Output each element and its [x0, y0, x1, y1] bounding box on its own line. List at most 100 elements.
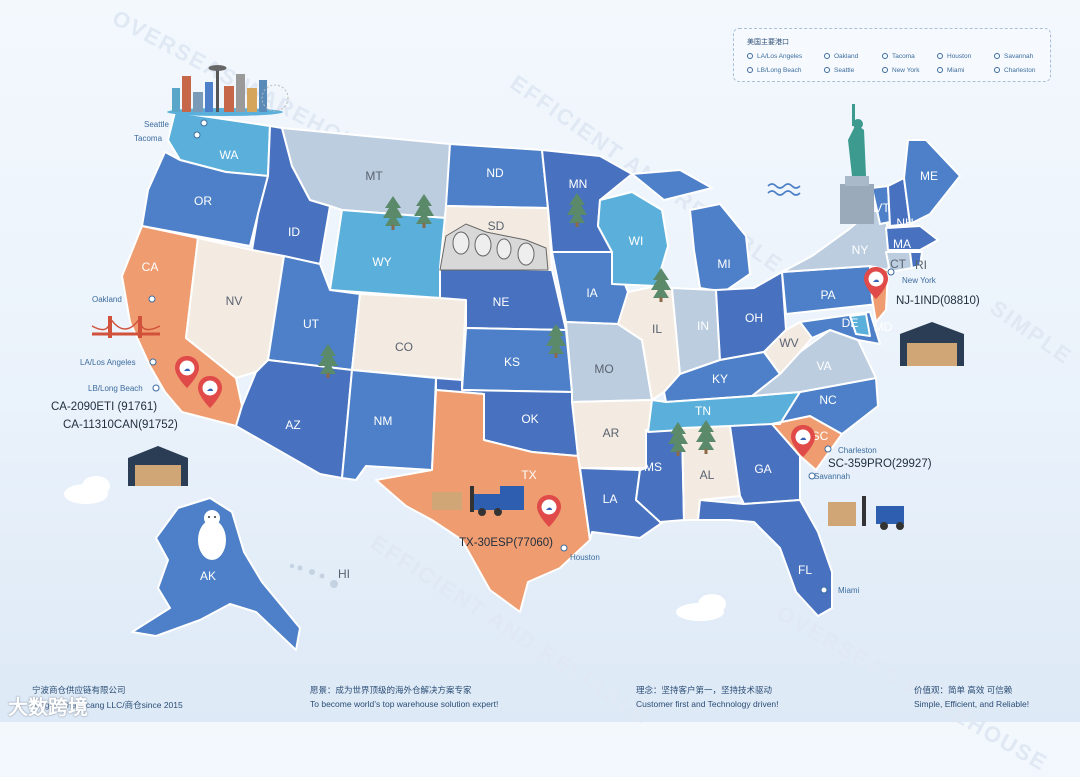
label-wy: WY — [372, 255, 391, 269]
footer-company-en: Ningbo Shangcang LLC/商仓since 2015 — [32, 700, 183, 710]
legend-dot-icon — [882, 53, 888, 60]
state-ma[interactable] — [885, 225, 939, 251]
label-mt: MT — [365, 169, 383, 183]
label-al: AL — [700, 468, 715, 482]
footer-values-en: Simple, Efficient, and Reliable! — [914, 699, 1030, 709]
state-de[interactable] — [849, 313, 871, 337]
label-az: AZ — [285, 418, 300, 432]
label-il: IL — [652, 322, 662, 336]
label-ar: AR — [603, 426, 620, 440]
label-ks: KS — [504, 355, 520, 369]
legend-dot-icon — [824, 67, 830, 74]
legend-port: Charleston — [994, 67, 1035, 74]
label-co: CO — [395, 340, 413, 354]
label-md: MD — [874, 320, 893, 334]
label-de: DE — [842, 316, 859, 330]
footer-values-cn: 价值观：简单 高效 可信赖 — [914, 685, 1013, 695]
legend-dot-icon — [747, 67, 753, 74]
warehouse-label-ca1: CA-2090ETI (91761) — [51, 401, 157, 413]
footer-company-cn: 宁波商仓供应链有限公司 — [32, 685, 126, 695]
state-fl[interactable] — [697, 499, 833, 617]
legend-dot-icon — [937, 67, 943, 74]
forklift-icon — [432, 486, 904, 530]
label-ut: UT — [303, 317, 320, 331]
state-me[interactable] — [903, 139, 961, 225]
label-or: OR — [194, 194, 212, 208]
legend-dot-icon — [994, 53, 1000, 60]
city-new-york: New York — [902, 276, 937, 285]
footer-values: 价值观：简单 高效 可信赖 Simple, Efficient, and Rel… — [914, 684, 1029, 709]
label-ga: GA — [754, 462, 771, 476]
label-mo: MO — [594, 362, 613, 376]
city-houston: Houston — [570, 553, 600, 562]
state-ak[interactable] — [131, 497, 301, 651]
legend-dot-icon — [937, 53, 943, 60]
warehouse-label-ca2: CA-11310CAN(91752) — [63, 419, 178, 431]
city-seattle: Seattle — [144, 120, 169, 129]
city-lb: LB/Long Beach — [88, 384, 143, 393]
label-ny: NY — [852, 243, 869, 257]
state-co[interactable] — [351, 293, 467, 381]
legend-port: LB/Long Beach — [747, 67, 801, 74]
state-mi[interactable] — [631, 169, 751, 293]
label-ky: KY — [712, 372, 728, 386]
statue-of-liberty-icon — [840, 104, 874, 224]
legend-title: 美国主要港口 — [747, 39, 789, 46]
mount-rushmore-icon — [439, 223, 549, 271]
label-ne: NE — [493, 295, 510, 309]
footer-vision-en: To become world’s top warehouse solution… — [310, 699, 499, 709]
legend-port: LA/Los Angeles — [747, 53, 802, 60]
warehouse-label-nj: NJ-1IND(08810) — [896, 295, 980, 307]
label-ms: MS — [644, 460, 662, 474]
port-dots — [148, 119, 895, 594]
city-miami: Miami — [838, 586, 860, 595]
footer-company: 宁波商仓供应链有限公司 Ningbo Shangcang LLC/商仓since… — [32, 684, 183, 711]
state-ri[interactable] — [909, 251, 923, 269]
state-hi[interactable] — [289, 563, 338, 588]
city-oakland: Oakland — [92, 295, 122, 304]
footer-concept-cn: 理念：坚持客户第一，坚持技术驱动 — [636, 685, 773, 695]
label-ri: RI — [915, 258, 927, 272]
label-oh: OH — [745, 311, 763, 325]
label-nc: NC — [819, 393, 837, 407]
label-pa: PA — [820, 288, 835, 302]
watermark: 大数跨境 — [8, 697, 88, 719]
label-va: VA — [816, 359, 831, 373]
state-in[interactable] — [671, 287, 721, 375]
legend-dot-icon — [824, 53, 830, 60]
footer-vision-cn: 愿景：成为世界顶级的海外仓解决方案专家 — [310, 685, 472, 695]
waves-icon — [767, 183, 801, 196]
label-vt: VT — [874, 201, 890, 215]
legend-port: Savannah — [994, 53, 1033, 60]
label-ia: IA — [586, 286, 597, 300]
legend-port: New York — [882, 67, 919, 74]
label-sd: SD — [488, 219, 505, 233]
legend-port: Houston — [937, 53, 971, 60]
label-wa: WA — [220, 148, 239, 162]
legend-port: Oakland — [824, 53, 858, 60]
label-ak: AK — [200, 569, 216, 583]
label-nh: NH — [896, 216, 913, 230]
label-id: ID — [288, 225, 300, 239]
warehouse-label-sc: SC-359PRO(29927) — [828, 458, 932, 470]
label-mi: MI — [717, 257, 730, 271]
footer-vision: 愿景：成为世界顶级的海外仓解决方案专家 To become world’s to… — [310, 684, 498, 709]
warehouse-building-icon — [128, 322, 964, 486]
label-nd: ND — [486, 166, 504, 180]
state-ar[interactable] — [571, 399, 653, 469]
city-savannah: Savannah — [814, 472, 850, 481]
label-sc: SC — [812, 429, 829, 443]
city-tacoma: Tacoma — [134, 134, 163, 143]
label-in: IN — [697, 319, 709, 333]
polar-bear-icon — [198, 510, 226, 560]
legend-port: Miami — [937, 67, 964, 74]
us-map: ☁ WA OR — [51, 65, 980, 651]
legend-dot-icon — [994, 67, 1000, 74]
label-wi: WI — [629, 234, 644, 248]
warehouse-label-tx: TX-30ESP(77060) — [459, 537, 553, 549]
footer-concept-en: Customer first and Technology driven! — [636, 699, 779, 709]
seattle-skyline-icon — [167, 65, 289, 116]
label-tn: TN — [695, 404, 711, 418]
label-nv: NV — [226, 294, 243, 308]
golden-gate-bridge-icon — [91, 315, 161, 338]
